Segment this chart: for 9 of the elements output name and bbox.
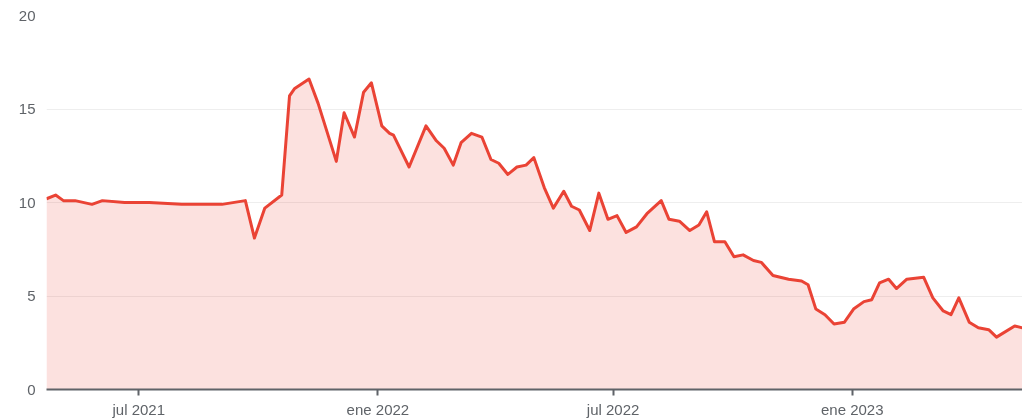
y-tick-label: 0 bbox=[27, 380, 36, 398]
y-tick-label: 5 bbox=[27, 287, 36, 304]
x-tick-label: jul 2022 bbox=[585, 400, 640, 418]
x-tick-label: jul 2021 bbox=[111, 400, 166, 418]
y-tick-label: 15 bbox=[18, 100, 36, 117]
y-tick-label: 10 bbox=[18, 193, 36, 211]
y-tick-label: 20 bbox=[18, 6, 36, 24]
x-tick-label: ene 2023 bbox=[820, 400, 884, 418]
x-tick-label: ene 2022 bbox=[346, 400, 410, 418]
